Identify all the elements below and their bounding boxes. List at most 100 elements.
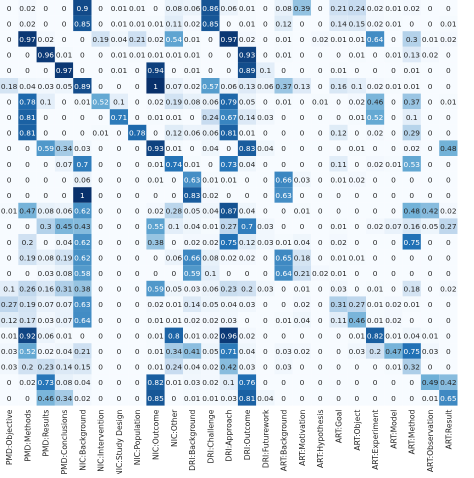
heatmap-cell-value: 0 (428, 316, 433, 325)
heatmap-cell-value: 0 (62, 4, 67, 13)
heatmap-cell-value: 0 (171, 269, 176, 278)
heatmap-cell-value: 0.01 (312, 97, 329, 106)
heatmap-cell-value: 0.9 (76, 4, 88, 13)
heatmap-cell-value: 0.06 (202, 97, 219, 106)
heatmap-cell (256, 187, 275, 203)
heatmap-cell-value: 0.01 (385, 4, 402, 13)
heatmap-cell (109, 280, 129, 297)
heatmap-cell-value: 0 (318, 191, 323, 200)
heatmap-cell-value: 0 (318, 347, 323, 356)
heatmap-cell-value: 0.02 (184, 19, 200, 28)
heatmap-cell (109, 93, 129, 110)
heatmap-cell (347, 93, 366, 110)
heatmap-cell (54, 140, 74, 156)
heatmap-cell (402, 218, 421, 234)
heatmap-cell (219, 249, 238, 266)
heatmap-cell-value: 0.01 (239, 129, 256, 138)
heatmap-cell-value: 0 (391, 378, 396, 387)
heatmap-cell-value: 0 (62, 97, 67, 106)
heatmap-cell (128, 296, 147, 312)
heatmap-cell (329, 124, 348, 141)
heatmap-cell-value: 0 (263, 207, 268, 216)
heatmap-cell-value: 0.01 (184, 160, 201, 169)
heatmap-cell (420, 31, 440, 47)
heatmap-cell-value: 0.05 (202, 300, 219, 309)
heatmap-cell-value: 0.1 (113, 97, 125, 106)
heatmap-cell (54, 156, 74, 172)
heatmap-cell (91, 124, 110, 141)
x-axis-label: NIC:Intervention (97, 409, 106, 471)
heatmap-cell (219, 358, 238, 375)
heatmap-cell (329, 31, 348, 47)
heatmap-cell-value: 0 (43, 238, 48, 247)
heatmap-cell (0, 31, 19, 47)
heatmap-cell-value: 0.87 (221, 207, 238, 216)
heatmap-cell (366, 156, 385, 172)
heatmap-cell (73, 15, 92, 32)
heatmap-cell-value: 0.01 (330, 269, 347, 278)
heatmap-cell-value: 0.02 (312, 269, 328, 278)
heatmap-cell (109, 343, 129, 359)
heatmap-cell (146, 280, 165, 297)
heatmap-cell-value: 0 (263, 160, 268, 169)
heatmap-cell-value: 0 (300, 331, 305, 340)
heatmap-cell-value: 0 (336, 191, 341, 200)
heatmap-cell-value: 0 (7, 4, 12, 13)
heatmap-cell-value: 0.65 (275, 253, 292, 262)
heatmap-cell (164, 265, 183, 281)
heatmap-cell-value: 0 (117, 175, 122, 184)
heatmap-cell (219, 124, 238, 141)
heatmap-cell (439, 327, 458, 344)
heatmap-cell (36, 327, 55, 344)
heatmap-cell-value: 0 (318, 316, 323, 325)
heatmap-cell-value: 0.23 (38, 363, 55, 372)
heatmap-cell (18, 156, 37, 172)
heatmap-cell (366, 234, 385, 250)
heatmap-cell (439, 46, 458, 63)
heatmap-cell (54, 358, 74, 375)
heatmap-cell-value: 0.01 (184, 35, 201, 44)
heatmap-cell (91, 390, 110, 406)
heatmap-cell (420, 78, 440, 94)
heatmap-cell-value: 0.1 (351, 82, 363, 91)
heatmap-cell (109, 327, 129, 344)
heatmap-cell-value: 0 (318, 51, 323, 60)
heatmap-cell-value: 0.03 (257, 222, 274, 231)
heatmap-cell-value: 0 (428, 238, 433, 247)
heatmap-cell (384, 327, 403, 344)
heatmap-cell-value: 0.02 (239, 331, 255, 340)
heatmap-cell (164, 249, 183, 266)
heatmap-cell (420, 312, 440, 328)
heatmap-cell (128, 93, 147, 110)
heatmap-cell (256, 218, 275, 234)
x-axis-label: PMD:Results (42, 410, 51, 457)
heatmap-cell (128, 187, 147, 203)
heatmap-cell (347, 358, 366, 375)
heatmap-cell (347, 249, 366, 266)
heatmap-cell (439, 312, 458, 328)
heatmap-cell (201, 156, 220, 172)
heatmap-cell (109, 187, 129, 203)
heatmap-cell (146, 124, 165, 141)
heatmap-cell-value: 0 (281, 222, 286, 231)
heatmap-cell (0, 171, 19, 188)
heatmap-cell-value: 0.01 (129, 4, 146, 13)
heatmap-cell-value: 0 (391, 129, 396, 138)
heatmap-cell-value: 0 (25, 144, 30, 153)
heatmap-cell (292, 156, 312, 172)
heatmap-cell-value: 0.3 (406, 35, 418, 44)
heatmap-cell (292, 15, 312, 32)
heatmap-cell (384, 390, 403, 406)
heatmap-cell-value: 0 (409, 269, 414, 278)
heatmap-cell (73, 249, 92, 266)
heatmap-cell-value: 0 (7, 269, 12, 278)
heatmap-cell (366, 249, 385, 266)
heatmap-cell-value: 0.03 (38, 82, 55, 91)
heatmap-cell-value: 0 (446, 160, 451, 169)
heatmap-cell (311, 265, 330, 281)
x-axis-label: ART:Observation (426, 409, 435, 472)
heatmap-cell-value: 0 (135, 363, 140, 372)
heatmap-cell (18, 109, 37, 125)
heatmap-cell-value: 0 (391, 269, 396, 278)
heatmap-cell-value: 0 (336, 363, 341, 372)
